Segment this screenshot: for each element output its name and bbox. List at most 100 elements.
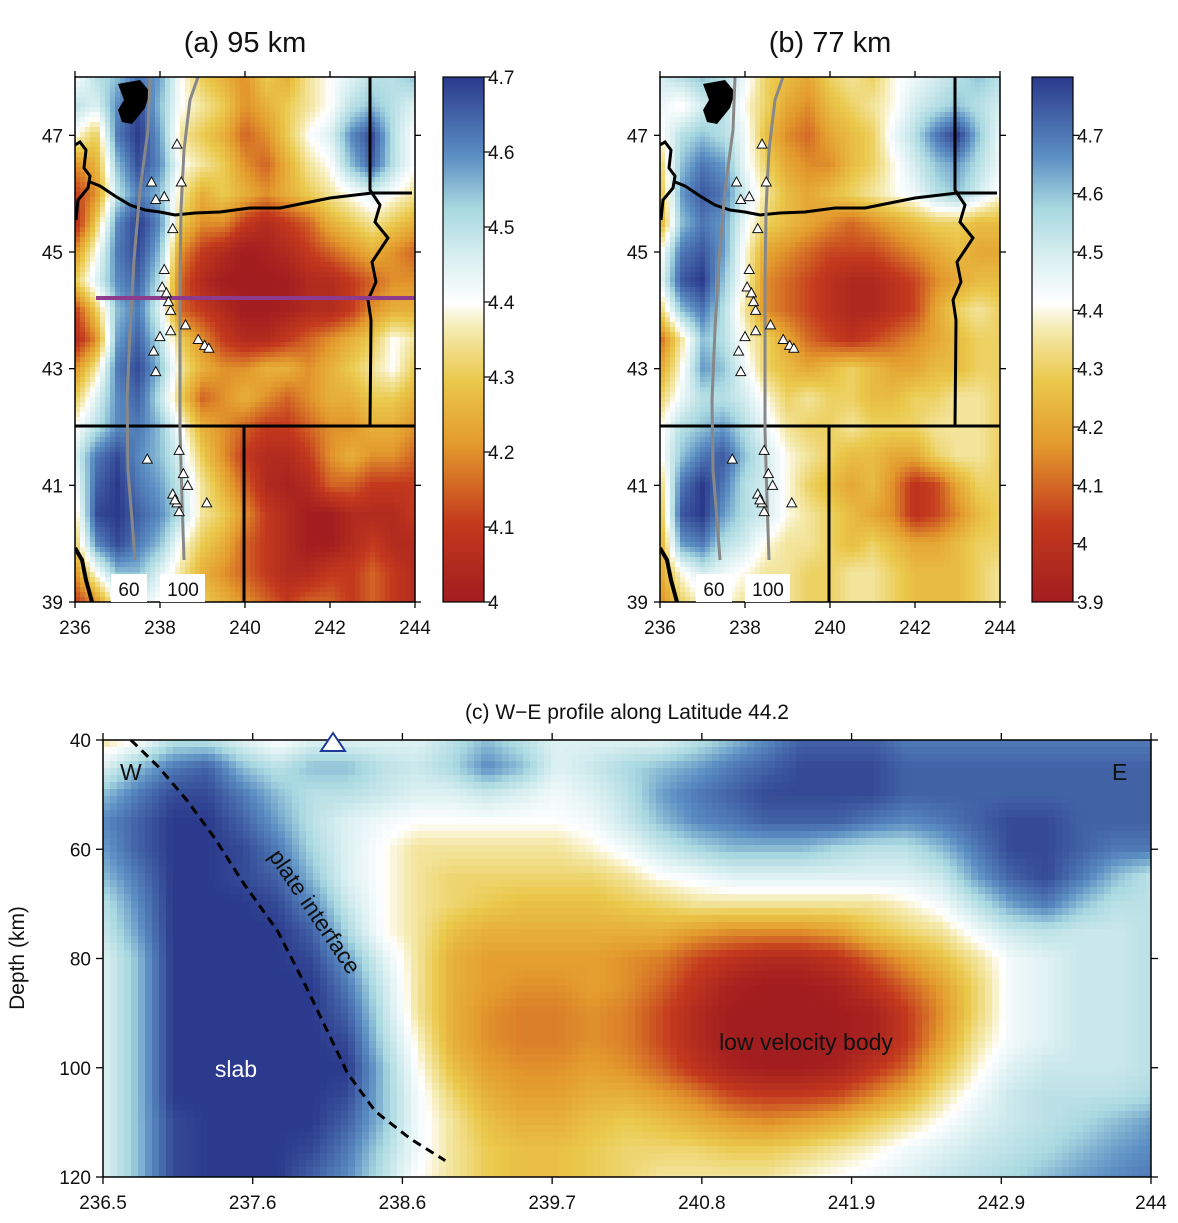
heatmap-cell xyxy=(300,92,306,98)
heatmap-cell xyxy=(360,117,366,123)
heatmap-cell xyxy=(120,342,126,348)
heatmap-cell xyxy=(275,392,281,398)
heatmap-cell xyxy=(405,222,411,228)
heatmap-cell xyxy=(320,122,326,128)
heatmap-cell xyxy=(130,132,136,138)
heatmap-cell xyxy=(320,307,326,313)
heatmap-cell xyxy=(275,282,281,288)
heatmap-cell xyxy=(410,217,415,223)
heatmap-cell xyxy=(315,242,321,248)
heatmap-cell xyxy=(330,147,336,153)
heatmap-cell xyxy=(390,197,396,203)
heatmap-cell xyxy=(215,382,221,388)
heatmap-cell xyxy=(365,327,371,333)
heatmap-cell xyxy=(75,442,81,448)
heatmap-cell xyxy=(275,342,281,348)
heatmap-cell xyxy=(150,242,156,248)
heatmap-cell xyxy=(300,117,306,123)
heatmap-cell xyxy=(215,242,221,248)
heatmap-cell xyxy=(160,167,166,173)
heatmap-cell xyxy=(405,192,411,198)
heatmap-cell xyxy=(230,172,236,178)
heatmap-cell xyxy=(260,322,266,328)
heatmap-cell xyxy=(360,187,366,193)
heatmap-cell xyxy=(340,242,346,248)
heatmap-cell xyxy=(265,92,271,98)
heatmap-cell xyxy=(400,222,406,228)
heatmap-cell xyxy=(180,247,186,253)
heatmap-cell xyxy=(270,97,276,103)
heatmap-cell xyxy=(90,292,96,298)
heatmap-cell xyxy=(190,342,196,348)
heatmap-cell xyxy=(165,87,171,93)
heatmap-cell xyxy=(180,442,186,448)
heatmap-cell xyxy=(365,197,371,203)
heatmap-cell xyxy=(315,222,321,228)
heatmap-cell xyxy=(115,207,121,213)
heatmap-cell xyxy=(195,417,201,423)
heatmap-cell xyxy=(390,377,396,383)
heatmap-cell xyxy=(370,412,376,418)
heatmap-cell xyxy=(125,192,131,198)
heatmap-cell xyxy=(350,132,356,138)
heatmap-cell xyxy=(355,407,361,413)
heatmap-cell xyxy=(295,282,301,288)
heatmap-cell xyxy=(295,262,301,268)
heatmap-cell xyxy=(175,352,181,358)
heatmap-cell xyxy=(330,87,336,93)
heatmap-cell xyxy=(405,372,411,378)
heatmap-cell xyxy=(270,367,276,373)
heatmap-cell xyxy=(125,232,131,238)
heatmap-cell xyxy=(155,232,161,238)
heatmap-cell xyxy=(215,222,221,228)
heatmap-cell xyxy=(385,342,391,348)
heatmap-cell xyxy=(230,182,236,188)
heatmap-cell xyxy=(360,82,366,88)
heatmap-cell xyxy=(230,247,236,253)
heatmap-cell xyxy=(375,192,381,198)
heatmap-cell xyxy=(225,162,231,168)
heatmap-cell xyxy=(315,342,321,348)
heatmap-cell xyxy=(400,412,406,418)
heatmap-cell xyxy=(115,122,121,128)
heatmap-cell xyxy=(310,117,316,123)
heatmap-cell xyxy=(350,412,356,418)
heatmap-cell xyxy=(90,237,96,243)
heatmap-cell xyxy=(380,377,386,383)
heatmap-cell xyxy=(250,392,256,398)
heatmap-cell xyxy=(370,92,376,98)
heatmap-cell xyxy=(90,142,96,148)
heatmap-cell xyxy=(160,322,166,328)
heatmap-cell xyxy=(400,327,406,333)
heatmap-cell xyxy=(110,97,116,103)
heatmap-cell xyxy=(95,122,101,128)
heatmap-cell xyxy=(205,162,211,168)
heatmap-cell xyxy=(410,177,415,183)
heatmap-cell xyxy=(130,192,136,198)
heatmap-cell xyxy=(385,367,391,373)
heatmap-cell xyxy=(110,167,116,173)
heatmap-cell xyxy=(270,407,276,413)
heatmap-cell xyxy=(300,217,306,223)
heatmap-cell xyxy=(405,312,411,318)
heatmap-cell xyxy=(245,337,251,343)
heatmap-cell xyxy=(315,367,321,373)
heatmap-cell xyxy=(210,177,216,183)
heatmap-cell xyxy=(115,112,121,118)
heatmap-cell xyxy=(320,102,326,108)
heatmap-cell xyxy=(400,217,406,223)
heatmap-cell xyxy=(350,122,356,128)
heatmap-cell xyxy=(180,437,186,443)
heatmap-cell xyxy=(230,377,236,383)
heatmap-cell xyxy=(180,312,186,318)
heatmap-cell xyxy=(390,192,396,198)
heatmap-cell xyxy=(380,107,386,113)
heatmap-cell xyxy=(240,197,246,203)
heatmap-cell xyxy=(165,97,171,103)
heatmap-cell xyxy=(150,267,156,273)
heatmap-cell xyxy=(105,317,111,323)
heatmap-cell xyxy=(75,92,81,98)
heatmap-cell xyxy=(170,247,176,253)
heatmap-cell xyxy=(270,302,276,308)
